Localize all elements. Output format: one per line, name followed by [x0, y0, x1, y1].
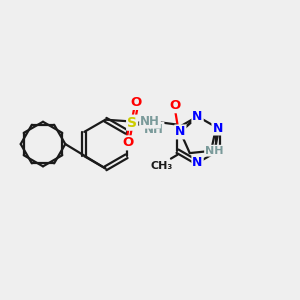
Text: CH₃: CH₃: [150, 161, 172, 171]
Text: O: O: [130, 96, 142, 109]
Text: S: S: [127, 116, 137, 130]
Text: O: O: [169, 99, 181, 112]
Text: O: O: [123, 136, 134, 149]
Text: N: N: [175, 125, 185, 138]
Text: NH: NH: [144, 123, 164, 136]
Text: N: N: [192, 156, 203, 169]
Text: N: N: [192, 110, 203, 123]
Text: NH: NH: [205, 146, 224, 156]
Text: N: N: [212, 122, 223, 134]
Text: NH: NH: [140, 115, 160, 128]
